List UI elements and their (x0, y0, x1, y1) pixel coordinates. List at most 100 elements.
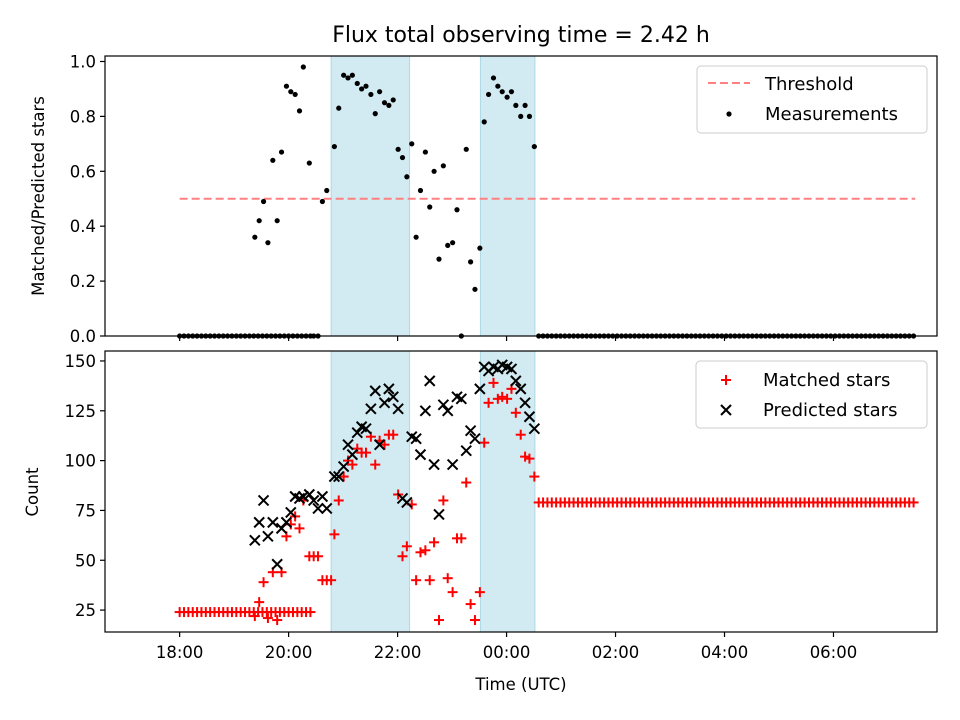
matched-star-point (515, 429, 526, 440)
measurement-point (390, 97, 396, 103)
measurement-point (399, 154, 406, 161)
top-legend: Threshold Measurements (696, 65, 928, 134)
predicted-star-stroke-b (414, 448, 427, 461)
bottom-ytick-label: 100 (65, 452, 97, 471)
measurement-point (518, 113, 524, 119)
predicted-star-point (346, 448, 359, 461)
measurement-point (363, 83, 369, 89)
bottom-xtick-label: 22:00 (374, 643, 422, 662)
predicted-star-point (360, 423, 372, 435)
matched-star-point (465, 599, 476, 610)
matched-star-point (492, 393, 503, 404)
predicted-star-point (365, 403, 377, 415)
measurement-point (341, 72, 347, 78)
matched-star-point (529, 471, 540, 482)
measurement-point (377, 89, 383, 95)
measurement-point (319, 198, 325, 205)
predicted-star-stroke-b (365, 403, 377, 415)
predicted-star-stroke-b (487, 361, 500, 373)
predicted-star-stroke-b (428, 458, 440, 471)
predicted-star-point (342, 438, 354, 451)
measurement-point (522, 102, 528, 109)
matched-star-point (438, 495, 449, 506)
measurement-point (504, 94, 510, 100)
predicted-star-point (437, 399, 450, 411)
matched-star-point (424, 575, 435, 586)
predicted-star-point (460, 444, 472, 457)
predicted-star-point (528, 423, 541, 435)
predicted-star-stroke-b (406, 430, 418, 443)
bottom-panel: 25 50 75 100 125 150 18:00 20:00 22:00 00:00 02:00… (23, 350, 938, 694)
bottom-ytick-label: 150 (65, 352, 97, 371)
matched-star-point (262, 613, 273, 624)
measurement-point (450, 240, 456, 246)
matched-star-point (347, 459, 358, 470)
predicted-star-point (510, 375, 522, 387)
top-y-axis-label: Matched/Predicted stars (29, 96, 48, 296)
predicted-star-point (428, 458, 440, 471)
predicted-star-stroke-b (378, 397, 391, 409)
predicted-star-point (267, 516, 279, 529)
predicted-star-stroke-b (355, 421, 368, 433)
legend-measurements-swatch (726, 111, 732, 117)
bottom-axes-frame (104, 350, 938, 633)
measurement-point (345, 75, 351, 81)
predicted-star-point (392, 403, 404, 415)
matched-star-point (411, 575, 422, 586)
predicted-star-stroke-b (451, 391, 463, 403)
measurement-point (417, 187, 424, 194)
predicted-star-point (337, 460, 350, 473)
measurement-point (386, 102, 392, 109)
predicted-star-stroke-b (424, 375, 436, 387)
matched-stars-points (174, 377, 919, 626)
predicted-star-point (387, 391, 399, 403)
matched-star-point (272, 615, 283, 626)
predicted-star-point (262, 530, 274, 543)
legend-measurements-label: Measurements (765, 104, 898, 125)
measurement-point (427, 204, 433, 210)
predicted-star-stroke-b (469, 432, 481, 445)
top-ytick-label: 0.8 (70, 107, 96, 126)
measurement-point (404, 174, 410, 180)
measurement-point (260, 198, 267, 205)
predicted-star-stroke-b (437, 399, 450, 411)
predicted-star-point (464, 425, 477, 437)
matched-star-point (908, 497, 919, 508)
predicted-star-stroke-b (383, 383, 395, 395)
predicted-star-point (316, 490, 329, 503)
matched-star-point (305, 607, 316, 618)
measurement-point (372, 111, 378, 117)
shaded-interval-bottom-0 (330, 350, 411, 633)
predicted-star-point (414, 448, 427, 461)
measurement-point (274, 218, 280, 224)
predicted-star-point (410, 432, 422, 445)
predicted-star-stroke-b (373, 438, 386, 451)
top-ytick-label: 0.2 (70, 272, 96, 291)
predicted-star-stroke-b (253, 516, 265, 529)
bottom-xtick-label: 00:00 (483, 643, 531, 662)
predicted-star-stroke-b (271, 558, 283, 570)
legend-predicted-label: Predicted stars (763, 400, 897, 421)
measurement-point (359, 86, 365, 92)
measurement-point (526, 113, 533, 119)
predicted-star-point (505, 363, 518, 375)
predicted-star-point (442, 405, 454, 417)
measurement-point (278, 149, 285, 155)
matched-star-point (258, 577, 269, 588)
measurement-point (481, 119, 487, 125)
predicted-star-point (373, 438, 386, 451)
matched-star-point (469, 615, 480, 626)
measurement-point (252, 234, 258, 240)
bottom-xtick-label: 04:00 (701, 643, 749, 662)
predicted-star-stroke-b (515, 383, 527, 395)
bottom-ytick-label: 25 (75, 601, 96, 620)
predicted-star-stroke-b (249, 534, 261, 547)
predicted-star-stroke-b (321, 502, 333, 515)
measurement-point (354, 80, 360, 87)
measurement-point (440, 163, 446, 169)
predicted-star-stroke-b (337, 460, 350, 473)
top-ytick-label: 0.4 (70, 217, 96, 236)
bottom-legend-box (695, 360, 928, 429)
predicted-star-stroke-b (285, 506, 297, 519)
predicted-star-stroke-b (419, 405, 432, 417)
